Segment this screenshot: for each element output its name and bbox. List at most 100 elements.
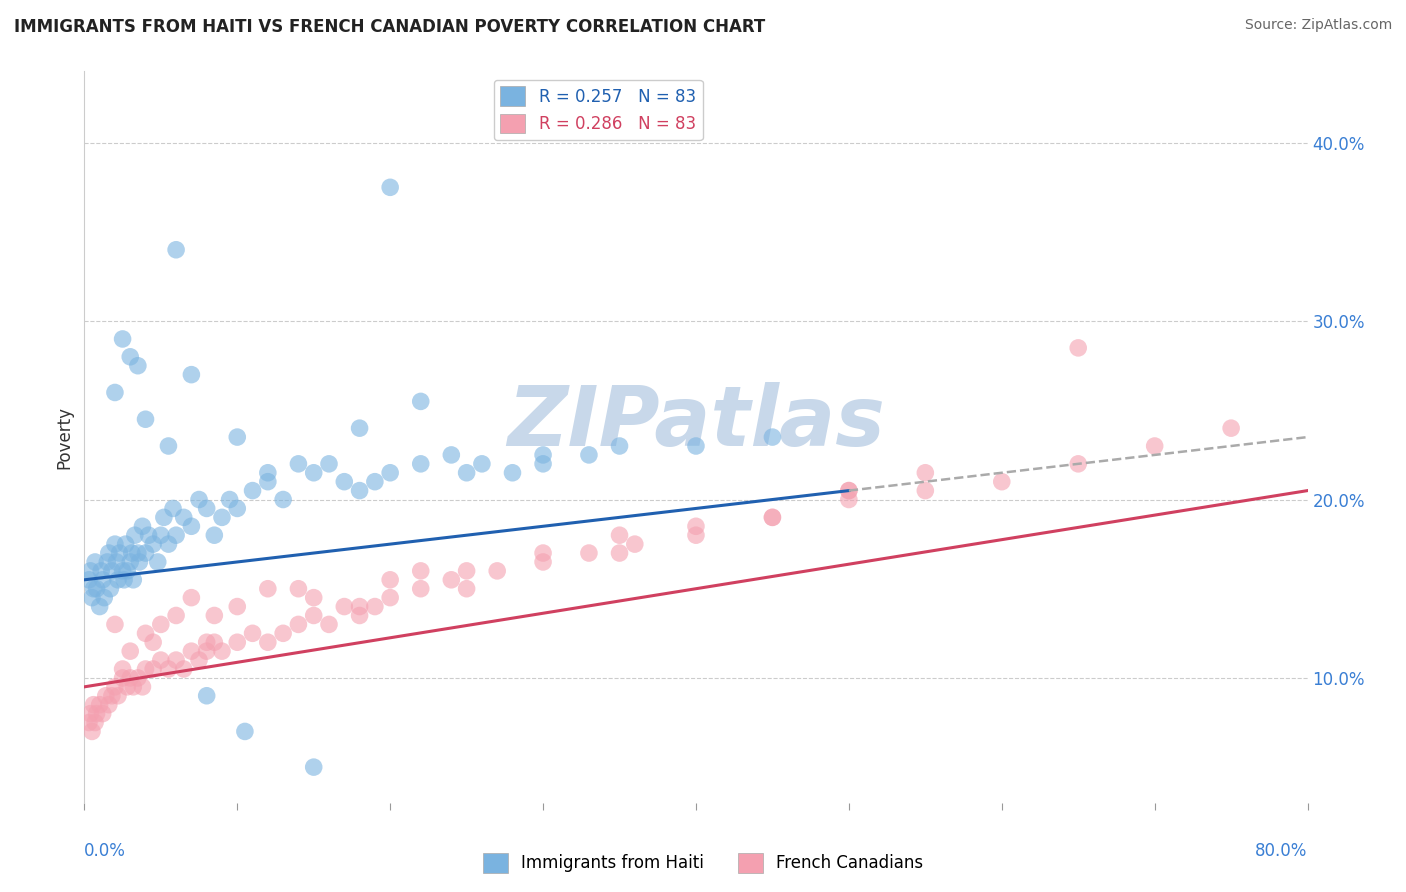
Point	[162, 501, 184, 516]
Point	[127, 671, 149, 685]
Point	[349, 483, 371, 498]
Point	[233, 724, 256, 739]
Point	[173, 662, 195, 676]
Point	[94, 689, 117, 703]
Point	[79, 706, 101, 721]
Point	[77, 715, 100, 730]
Point	[86, 582, 108, 596]
Point	[135, 546, 157, 560]
Point	[271, 492, 294, 507]
Point	[165, 653, 187, 667]
Point	[838, 483, 860, 498]
Point	[991, 475, 1014, 489]
Point	[486, 564, 509, 578]
Point	[120, 555, 142, 569]
Point	[287, 582, 309, 596]
Point	[333, 475, 356, 489]
Point	[180, 591, 202, 605]
Point	[578, 546, 600, 560]
Text: 80.0%: 80.0%	[1256, 842, 1308, 860]
Point	[86, 706, 108, 721]
Point	[226, 635, 249, 649]
Point	[153, 510, 176, 524]
Point	[149, 528, 172, 542]
Point	[98, 582, 121, 596]
Point	[333, 599, 356, 614]
Point	[101, 564, 124, 578]
Point	[685, 519, 707, 533]
Point	[122, 573, 145, 587]
Point	[409, 582, 432, 596]
Point	[120, 644, 142, 658]
Point	[578, 448, 600, 462]
Point	[131, 680, 153, 694]
Point	[349, 421, 371, 435]
Point	[226, 599, 249, 614]
Point	[761, 510, 783, 524]
Point	[502, 466, 524, 480]
Point	[302, 591, 325, 605]
Point	[96, 555, 118, 569]
Point	[456, 564, 478, 578]
Point	[79, 564, 101, 578]
Point	[104, 385, 127, 400]
Legend: Immigrants from Haiti, French Canadians: Immigrants from Haiti, French Canadians	[477, 847, 929, 880]
Point	[120, 671, 142, 685]
Point	[165, 243, 187, 257]
Point	[685, 528, 707, 542]
Point	[112, 573, 135, 587]
Point	[165, 528, 187, 542]
Point	[80, 591, 103, 605]
Point	[80, 724, 103, 739]
Point	[157, 662, 180, 676]
Point	[90, 564, 112, 578]
Point	[257, 466, 280, 480]
Point	[91, 706, 114, 721]
Point	[380, 180, 402, 194]
Point	[157, 537, 180, 551]
Point	[115, 680, 138, 694]
Point	[104, 680, 127, 694]
Point	[1143, 439, 1166, 453]
Point	[114, 537, 136, 551]
Point	[84, 555, 107, 569]
Point	[180, 644, 202, 658]
Point	[609, 546, 631, 560]
Point	[202, 608, 225, 623]
Point	[121, 546, 143, 560]
Point	[1067, 457, 1090, 471]
Text: ZIPatlas: ZIPatlas	[508, 382, 884, 463]
Point	[97, 698, 120, 712]
Point	[838, 483, 860, 498]
Point	[77, 573, 100, 587]
Point	[318, 617, 340, 632]
Point	[104, 537, 127, 551]
Point	[202, 528, 225, 542]
Point	[195, 689, 218, 703]
Legend: R = 0.257   N = 83, R = 0.286   N = 83: R = 0.257 N = 83, R = 0.286 N = 83	[494, 79, 703, 140]
Point	[257, 475, 280, 489]
Text: 0.0%: 0.0%	[84, 842, 127, 860]
Point	[91, 573, 114, 587]
Point	[202, 635, 225, 649]
Point	[761, 430, 783, 444]
Point	[914, 483, 936, 498]
Point	[108, 546, 131, 560]
Point	[914, 466, 936, 480]
Point	[838, 492, 860, 507]
Point	[380, 573, 402, 587]
Point	[242, 626, 264, 640]
Point	[157, 439, 180, 453]
Point	[93, 591, 115, 605]
Point	[211, 510, 233, 524]
Point	[83, 582, 105, 596]
Point	[195, 644, 218, 658]
Point	[165, 608, 187, 623]
Point	[471, 457, 494, 471]
Point	[89, 599, 111, 614]
Point	[218, 492, 240, 507]
Point	[146, 555, 169, 569]
Text: IMMIGRANTS FROM HAITI VS FRENCH CANADIAN POVERTY CORRELATION CHART: IMMIGRANTS FROM HAITI VS FRENCH CANADIAN…	[14, 18, 765, 36]
Point	[380, 466, 402, 480]
Point	[127, 359, 149, 373]
